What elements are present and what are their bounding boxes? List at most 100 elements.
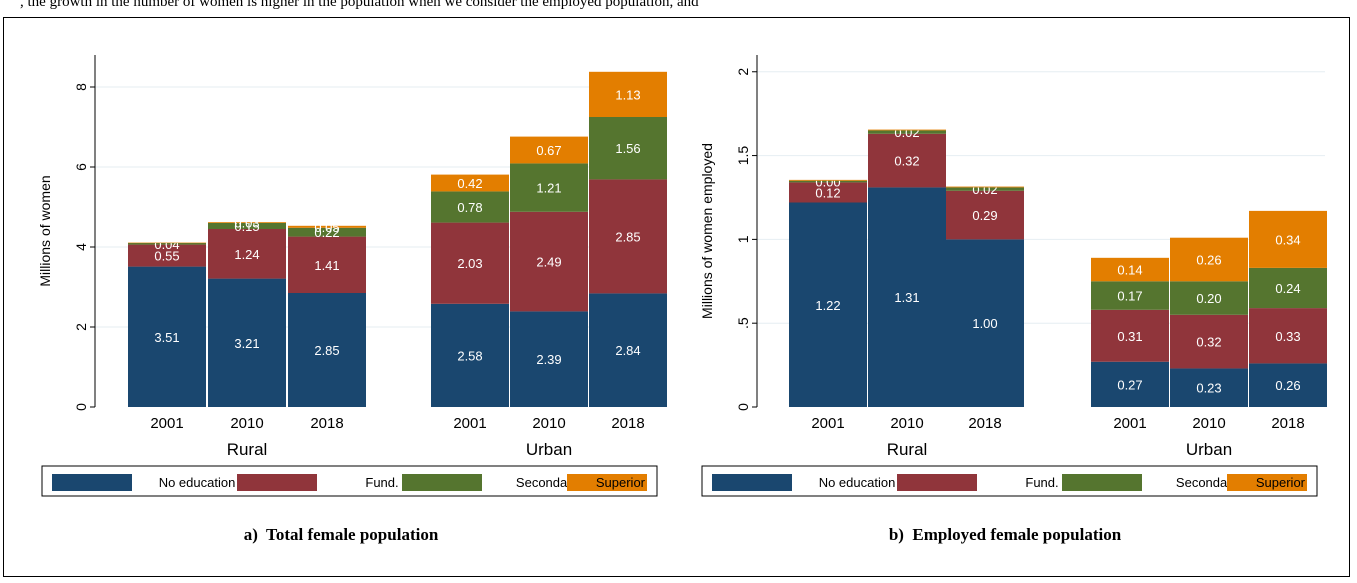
bar-segment (1249, 363, 1327, 407)
data-label: 1.13 (615, 87, 640, 102)
x-tick-label: 2018 (1271, 415, 1304, 432)
bar-segment (431, 222, 509, 304)
bar-segment (128, 243, 206, 245)
data-label: 1.24 (234, 247, 259, 262)
data-label: 1.31 (894, 290, 919, 305)
data-label: 0.33 (1275, 329, 1300, 344)
bar-segment (1249, 308, 1327, 364)
top-text-fragment: , the growth in the number of women is h… (20, 0, 699, 10)
bar-segment (288, 227, 366, 237)
legend-swatch (237, 474, 317, 491)
data-label: 1.56 (615, 141, 640, 156)
x-tick-label: 2010 (230, 415, 263, 432)
bar-segment (510, 311, 588, 407)
data-label: 0.14 (1117, 263, 1142, 278)
data-label: 0.22 (314, 225, 339, 240)
data-label: 0.32 (1196, 335, 1221, 350)
legend-label: No education (819, 475, 896, 490)
legend-swatch (897, 474, 977, 491)
bar-segment (288, 236, 366, 293)
data-label: 2.85 (314, 343, 339, 358)
data-label: 2.03 (457, 256, 482, 271)
legend-swatch (1227, 474, 1307, 491)
panel-employed-female-population: 0 .5 1 1.5 2 Millions of women employed 1.22 0.… (699, 55, 1327, 544)
bar-segment (128, 242, 206, 244)
bar-segment (208, 223, 286, 229)
data-label: 0.34 (1275, 232, 1300, 247)
bar-segment (1170, 237, 1248, 282)
bar-segment (1091, 281, 1169, 310)
data-label: 0.02 (972, 182, 997, 197)
data-label: 0.32 (894, 154, 919, 169)
legend-label: Fund. (1025, 475, 1058, 490)
y-tick-label: 4 (73, 243, 89, 251)
bar-segment (1170, 314, 1248, 369)
data-label: 3.21 (234, 336, 259, 351)
y-tick-label: 6 (73, 163, 89, 171)
x-tick-label: 2001 (453, 415, 486, 432)
data-label: 0.04 (154, 237, 179, 252)
data-label: 2.39 (536, 352, 561, 367)
panel-caption: a) Total female population (244, 525, 439, 544)
bar-segment (128, 266, 206, 407)
legend-label: Superior (1256, 475, 1306, 490)
bar-segment (868, 129, 946, 131)
bar-segment (946, 186, 1024, 188)
data-label: 0.31 (1117, 329, 1142, 344)
bar-segment (868, 130, 946, 134)
data-label: 2.85 (615, 229, 640, 244)
bar-segment (288, 225, 366, 228)
bar-segment (589, 293, 667, 407)
bar-segment (1091, 361, 1169, 407)
bar-segment (1170, 281, 1248, 315)
legend-box (701, 465, 1318, 497)
bar-segment (789, 179, 867, 181)
data-label: 0.26 (1275, 378, 1300, 393)
data-label: 0.42 (457, 176, 482, 191)
legend-swatch (52, 474, 132, 491)
data-label: 2.84 (615, 343, 640, 358)
x-tick-label: 2010 (1192, 415, 1225, 432)
bar-segment (1091, 257, 1169, 282)
bar-segment (288, 293, 366, 407)
bar-segment (1170, 368, 1248, 407)
bar-segment (589, 117, 667, 180)
legend-swatch (1062, 474, 1142, 491)
data-label: 0.24 (1275, 281, 1300, 296)
group-label: Rural (887, 440, 928, 459)
x-tick-label: 2001 (811, 415, 844, 432)
bar-segment (510, 211, 588, 312)
panel-total-female-population: 0 2 4 6 8 Millions of women 3.51 0.550.04 2001 3.… (37, 55, 667, 544)
y-axis-label: Millions of women (37, 175, 53, 286)
y-tick-label: .5 (735, 317, 751, 329)
bar-segment (1091, 309, 1169, 362)
data-label: 0.78 (457, 200, 482, 215)
data-label: 1.21 (536, 181, 561, 196)
y-tick-label: 1.5 (735, 146, 751, 166)
bar-segment (1249, 267, 1327, 309)
legend-label: Superior (596, 475, 646, 490)
group-label: Urban (1186, 440, 1232, 459)
bar-segment (789, 182, 867, 203)
bar-segment (868, 187, 946, 407)
data-label: 0.26 (1196, 252, 1221, 267)
bar-segment (510, 136, 588, 164)
x-tick-label: 2010 (890, 415, 923, 432)
data-label: 0.67 (536, 143, 561, 158)
data-label: 3.51 (154, 330, 179, 345)
data-label: 1.22 (815, 298, 840, 313)
data-label: 0.02 (894, 125, 919, 140)
bar-segment (789, 202, 867, 407)
bar-segment (789, 180, 867, 183)
bar-segment (208, 222, 286, 223)
bar-segment (589, 71, 667, 117)
data-label: 1.41 (314, 258, 339, 273)
x-tick-label: 2018 (611, 415, 644, 432)
data-label: 2.58 (457, 348, 482, 363)
data-label: 0.05 (314, 220, 339, 235)
legend-swatch (712, 474, 792, 491)
data-label: 2.49 (536, 255, 561, 270)
data-label: 0.27 (1117, 377, 1142, 392)
panel-caption: b) Employed female population (889, 525, 1122, 544)
